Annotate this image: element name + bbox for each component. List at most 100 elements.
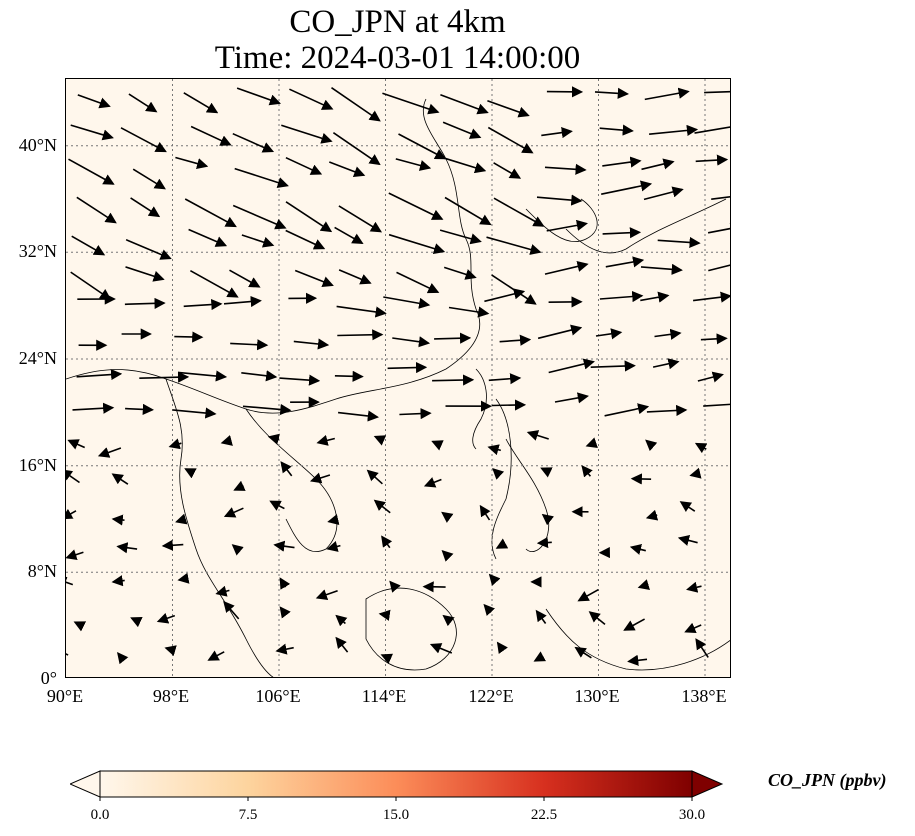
colorbar-tick-label: 15.0 [382,807,410,823]
wind-arrow [68,158,115,185]
wind-arrow [241,234,275,248]
wind-arrow [432,374,475,386]
wind-arrow [700,333,728,345]
map-svg [66,79,730,677]
wind-arrow [326,540,341,552]
wind-arrow [388,233,446,255]
wind-arrow [643,186,684,201]
wind-arrow [535,609,547,624]
wind-arrow [652,358,680,370]
wind-arrow [294,269,334,287]
lon-tick-label: 122°E [468,686,514,706]
wind-arrow [66,469,80,484]
wind-arrow [599,124,634,136]
wind-arrow [220,435,233,446]
wind-arrow [241,370,278,382]
wind-arrow [66,576,74,588]
wind-arrow [594,87,629,99]
wind-arrow [334,370,364,382]
wind-arrow [329,161,366,177]
wind-arrow [223,507,244,518]
wind-arrow [117,651,129,665]
wind-arrow [175,156,209,170]
wind-arrow [125,238,172,260]
wind-arrow [574,646,592,659]
wind-arrow [215,585,230,597]
wind-arrow [337,329,384,341]
wind-arrow [175,513,188,525]
lat-tick-label: 40°N [18,135,57,155]
wind-arrow [711,196,730,200]
wind-arrow [111,575,125,587]
wind-arrow [111,473,129,485]
map-title-line2: Time: 2024-03-01 14:00:00 [214,40,581,76]
wind-arrow [70,124,114,141]
lat-tick-label: 24°N [18,348,57,368]
wind-arrow [493,197,545,227]
wind-arrow [488,373,522,385]
wind-arrow [236,87,282,106]
wind-arrow [694,442,708,454]
wind-arrow [66,549,84,561]
wind-arrow [289,88,334,110]
wind-arrow [537,324,583,340]
wind-arrow [231,544,244,556]
wind-arrow [392,336,431,348]
wind-arrow [536,194,583,206]
wind-arrow [684,622,702,634]
wind-arrow [429,643,453,654]
map-panel [65,78,731,678]
wind-arrow [708,264,730,272]
wind-arrow [605,256,645,268]
colorbar-min-extend [70,770,101,798]
wind-arrow [526,430,549,441]
wind-arrow [67,439,86,450]
colorbar-gradient [99,770,693,798]
wind-arrow [604,403,650,417]
wind-arrow [640,263,683,275]
wind-arrow [533,651,547,662]
wind-arrow [491,399,527,411]
wind-arrow [694,126,730,134]
wind-arrow [207,650,225,661]
wind-arrow [125,266,165,282]
wind-arrow [275,643,294,655]
wind-arrow [444,196,492,226]
wind-arrow [492,468,505,480]
wind-arrow [540,467,553,478]
wind-arrow [484,288,526,303]
wind-arrow [488,573,501,586]
wind-arrow [434,332,472,344]
wind-arrow [309,472,331,484]
lat-tick-label: 32°N [18,241,57,261]
wind-arrow [188,228,228,247]
wind-arrow [334,226,364,244]
wind-arrow [229,269,261,288]
wind-arrow [595,328,623,340]
wind-arrow [267,433,280,445]
wind-arrow [285,229,326,250]
wind-arrow [577,589,599,602]
wind-arrow [139,371,190,383]
wind-arrow [431,440,444,451]
wind-arrow [327,514,340,525]
wind-arrow [395,158,432,171]
wind-arrow [124,297,166,309]
wind-arrow [373,435,387,446]
wind-arrow [380,653,394,664]
wind-arrow [120,127,167,153]
wind-arrow [486,236,542,255]
wind-arrow [487,100,530,118]
wind-arrow [183,298,223,311]
wind-arrow [156,612,176,624]
wind-arrow [335,636,349,653]
lon-tick-label: 138°E [681,686,727,706]
wind-arrow [627,654,648,666]
wind-arrow [548,358,595,374]
wind-arrow [72,402,115,414]
wind-arrow [590,360,636,372]
wind-arrow [541,513,555,526]
wind-arrow [331,87,381,122]
wind-arrow [581,465,593,478]
wind-arrow [448,306,490,318]
